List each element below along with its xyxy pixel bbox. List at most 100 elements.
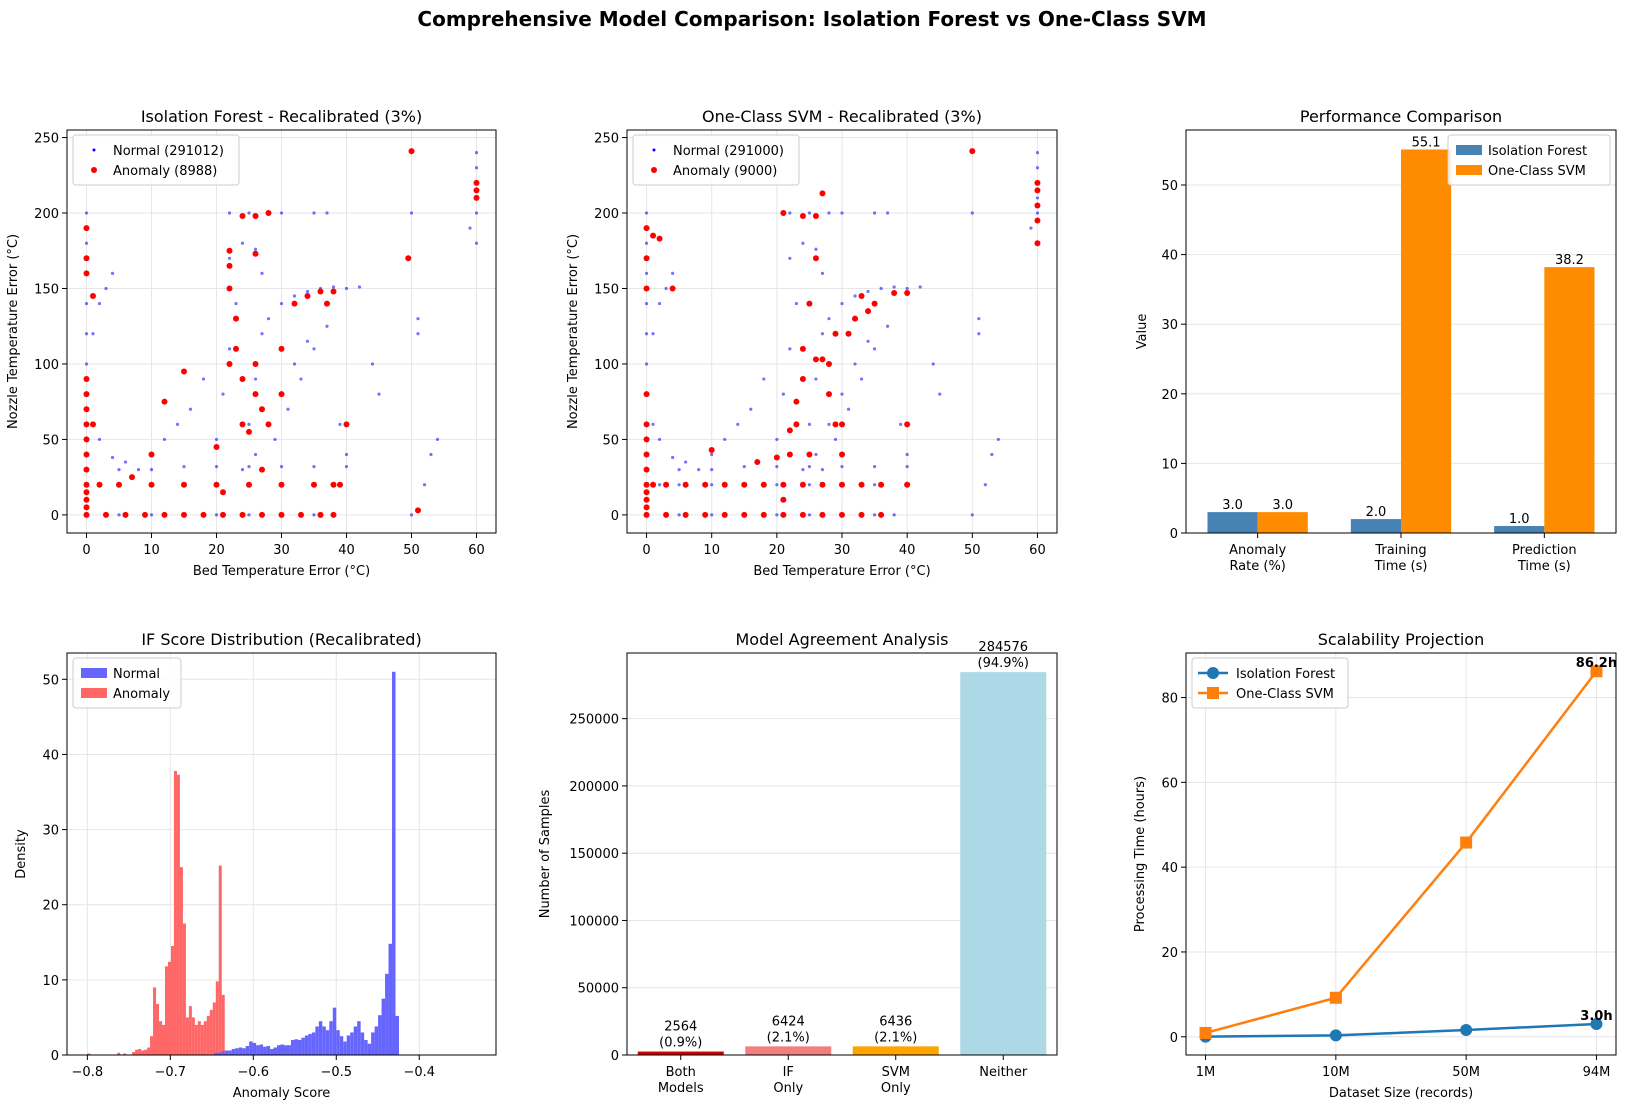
histogram-bin <box>206 1015 210 1055</box>
histogram-bin <box>217 1052 222 1055</box>
normal-point <box>214 437 219 442</box>
anomaly-point <box>337 481 343 488</box>
y-axis-label: Value <box>1135 314 1150 350</box>
anomaly-point <box>96 481 103 488</box>
normal-point <box>266 317 271 321</box>
series-point <box>1590 665 1603 678</box>
x-tick-label: Prediction Time (s) <box>1512 543 1577 574</box>
legend-label: Anomaly (9000) <box>673 164 777 179</box>
anomaly-point <box>663 481 670 488</box>
plot-frame <box>626 129 1058 534</box>
legend-marker <box>1207 687 1219 699</box>
legend-label: Anomaly (8988) <box>113 164 217 179</box>
normal-point <box>84 241 89 245</box>
histogram-bin <box>185 1017 189 1055</box>
y-tick-label: 250 <box>34 132 59 147</box>
normal-point <box>814 377 818 381</box>
normal-point <box>749 407 753 411</box>
anomaly-point <box>246 428 252 435</box>
histogram-bin <box>123 1053 127 1055</box>
histogram-bin <box>277 1045 281 1055</box>
x-tick-label: 0 <box>82 543 90 558</box>
normal-point <box>299 377 303 381</box>
histogram-bin <box>395 1015 399 1055</box>
histogram-bin <box>249 1041 253 1055</box>
legend-marker <box>91 167 97 173</box>
histogram-bin <box>322 1026 326 1055</box>
if_scatter-grid <box>67 130 496 533</box>
x-tick-label: −0.7 <box>155 1065 187 1080</box>
anomaly-point <box>650 481 657 488</box>
histogram-bin <box>197 1021 201 1055</box>
normal-point <box>370 362 375 366</box>
anomaly-point <box>643 225 650 232</box>
normal-point <box>775 437 779 442</box>
y-axis-label: Density <box>14 829 29 879</box>
if_hist-grid <box>67 653 496 1056</box>
anomaly-point <box>682 511 689 518</box>
anomaly-point <box>682 481 689 488</box>
histogram-bin <box>203 1021 207 1055</box>
normal-point <box>840 392 844 396</box>
histogram-bin <box>138 1048 142 1055</box>
y-tick-label: 40 <box>1161 249 1178 264</box>
normal-point <box>182 464 186 469</box>
anomaly-point <box>343 421 350 428</box>
normal-point <box>801 241 805 245</box>
isolation-forest-bar <box>1207 512 1258 533</box>
normal-point <box>1035 211 1040 215</box>
y-tick-label: 60 <box>1161 776 1178 791</box>
normal-point <box>807 422 812 426</box>
anomaly-point <box>239 213 246 220</box>
normal-point <box>325 211 329 215</box>
normal-point <box>409 211 414 215</box>
anomaly-point <box>83 466 90 473</box>
svm_scatter-grid <box>627 130 1057 533</box>
y-tick-label: 10 <box>1161 457 1178 472</box>
x-tick-label: 10 <box>703 543 720 558</box>
anomaly-point <box>83 270 90 277</box>
y-axis-label: Processing Time (hours) <box>1133 776 1148 932</box>
normal-point <box>240 241 245 245</box>
anomaly-point <box>819 356 826 363</box>
normal-point <box>892 513 896 517</box>
anomaly-point <box>793 398 800 405</box>
normal-point <box>710 468 714 472</box>
anomaly-point <box>213 443 220 450</box>
histogram-bin <box>294 1039 298 1055</box>
scatter-points <box>83 148 480 518</box>
anomaly-point <box>405 255 412 262</box>
y-tick-label: 30 <box>1161 318 1178 333</box>
histogram-bin <box>336 1030 340 1055</box>
normal-point <box>84 332 89 336</box>
histogram-bin <box>167 961 171 1055</box>
anomaly-point <box>181 481 187 488</box>
normal-point <box>227 256 232 260</box>
histogram-bin <box>259 1044 264 1055</box>
normal-point <box>253 247 258 251</box>
y-tick-label: 100 <box>34 358 59 373</box>
normal-point <box>820 332 825 336</box>
anomaly-point <box>239 511 246 518</box>
anomaly-point <box>812 213 819 220</box>
series-end-label: 3.0h <box>1580 1009 1612 1024</box>
series-line <box>1205 1022 1597 1038</box>
normal-point <box>807 211 812 215</box>
normal-point <box>312 211 316 215</box>
agreement-bar <box>852 1046 939 1055</box>
normal-point <box>416 332 420 336</box>
anomaly-point <box>643 496 650 503</box>
anomaly-point <box>265 421 272 428</box>
y-tick-label: 40 <box>1161 861 1178 876</box>
anomaly-point <box>317 288 324 295</box>
legend-swatch <box>81 668 107 678</box>
normal-point <box>807 513 812 517</box>
histogram-bin <box>135 1049 139 1055</box>
normal-point <box>312 513 316 517</box>
anomaly-point <box>904 421 911 428</box>
y-tick-label: 50 <box>42 673 59 688</box>
histogram-bin <box>228 1050 232 1055</box>
anomaly-point <box>780 210 787 217</box>
y-tick-label: 200 <box>594 207 619 222</box>
